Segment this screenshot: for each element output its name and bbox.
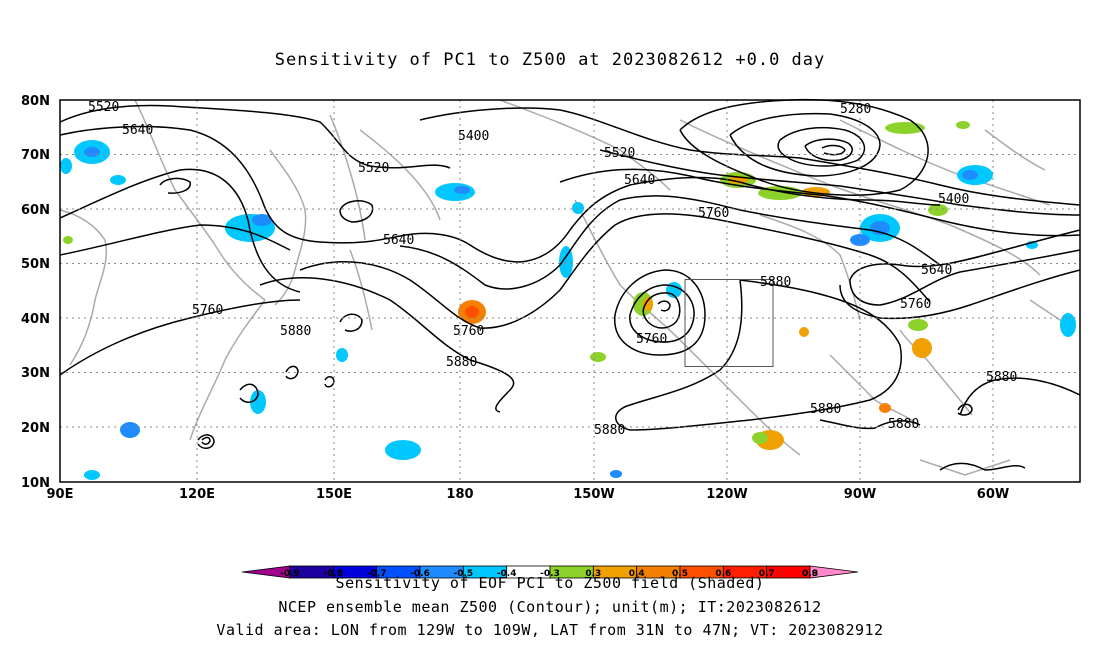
lon-label: 150E [316, 487, 352, 502]
grid-lines [60, 100, 1080, 482]
lat-label: 80N [21, 94, 50, 109]
coastlines [59, 99, 1076, 476]
lon-label: 180 [446, 487, 473, 502]
contour-label: 5520 [604, 146, 635, 161]
map-frame [59, 99, 1081, 483]
lon-label: 90W [844, 487, 876, 502]
contour-label: 5760 [636, 332, 667, 347]
contour-label-group: 5520 5640 5400 5520 5520 5640 5760 5280 … [88, 100, 1017, 438]
longitude-labels: 90E 120E 150E 180 150W 120W 90W 60W [47, 487, 1010, 502]
z500-contours [59, 98, 1081, 471]
lon-label: 150W [573, 487, 614, 502]
lat-label: 70N [21, 148, 50, 163]
contour-label: 5400 [938, 192, 969, 207]
contour-label: 5880 [810, 402, 841, 417]
lon-label: 60W [977, 487, 1009, 502]
contour-label: 5880 [594, 423, 625, 438]
lat-label: 10N [21, 476, 50, 491]
contour-label: 5640 [383, 233, 414, 248]
valid-area-box [684, 279, 774, 367]
contour-label: 5760 [453, 324, 484, 339]
contour-label: 5880 [888, 417, 919, 432]
contour-label: 5280 [840, 102, 871, 117]
contour-label: 5640 [122, 123, 153, 138]
contour-label: 5520 [88, 100, 119, 115]
contour-label: 5640 [921, 263, 952, 278]
lat-label: 60N [21, 203, 50, 218]
map-title: Sensitivity of PC1 to Z500 at 2023082612… [274, 50, 826, 70]
contour-label: 5880 [280, 324, 311, 339]
lat-label: 50N [21, 257, 50, 272]
contour-label: 5520 [358, 161, 389, 176]
contour-label: 5880 [760, 275, 791, 290]
contour-label: 5640 [624, 173, 655, 188]
lon-label: 90E [47, 487, 74, 502]
footer-line-1: Sensitivity of EOF PC1 to Z500 field (Sh… [335, 574, 765, 592]
contour-label: 5400 [458, 129, 489, 144]
contour-label: 5880 [986, 370, 1017, 385]
contour-label: 5760 [698, 206, 729, 221]
contour-label: 5760 [900, 297, 931, 312]
contour-label: 5880 [446, 355, 477, 370]
lon-label: 120W [706, 487, 747, 502]
lat-label: 20N [21, 421, 50, 436]
footer-line-2: NCEP ensemble mean Z500 (Contour); unit(… [278, 598, 822, 616]
lon-label: 120E [179, 487, 215, 502]
latitude-labels: 80N 70N 60N 50N 40N 30N 20N 10N [21, 94, 50, 491]
contour-label: 5760 [192, 303, 223, 318]
lat-label: 40N [21, 312, 50, 327]
lat-label: 30N [21, 366, 50, 381]
footer-line-3: Valid area: LON from 129W to 109W, LAT f… [216, 621, 884, 639]
